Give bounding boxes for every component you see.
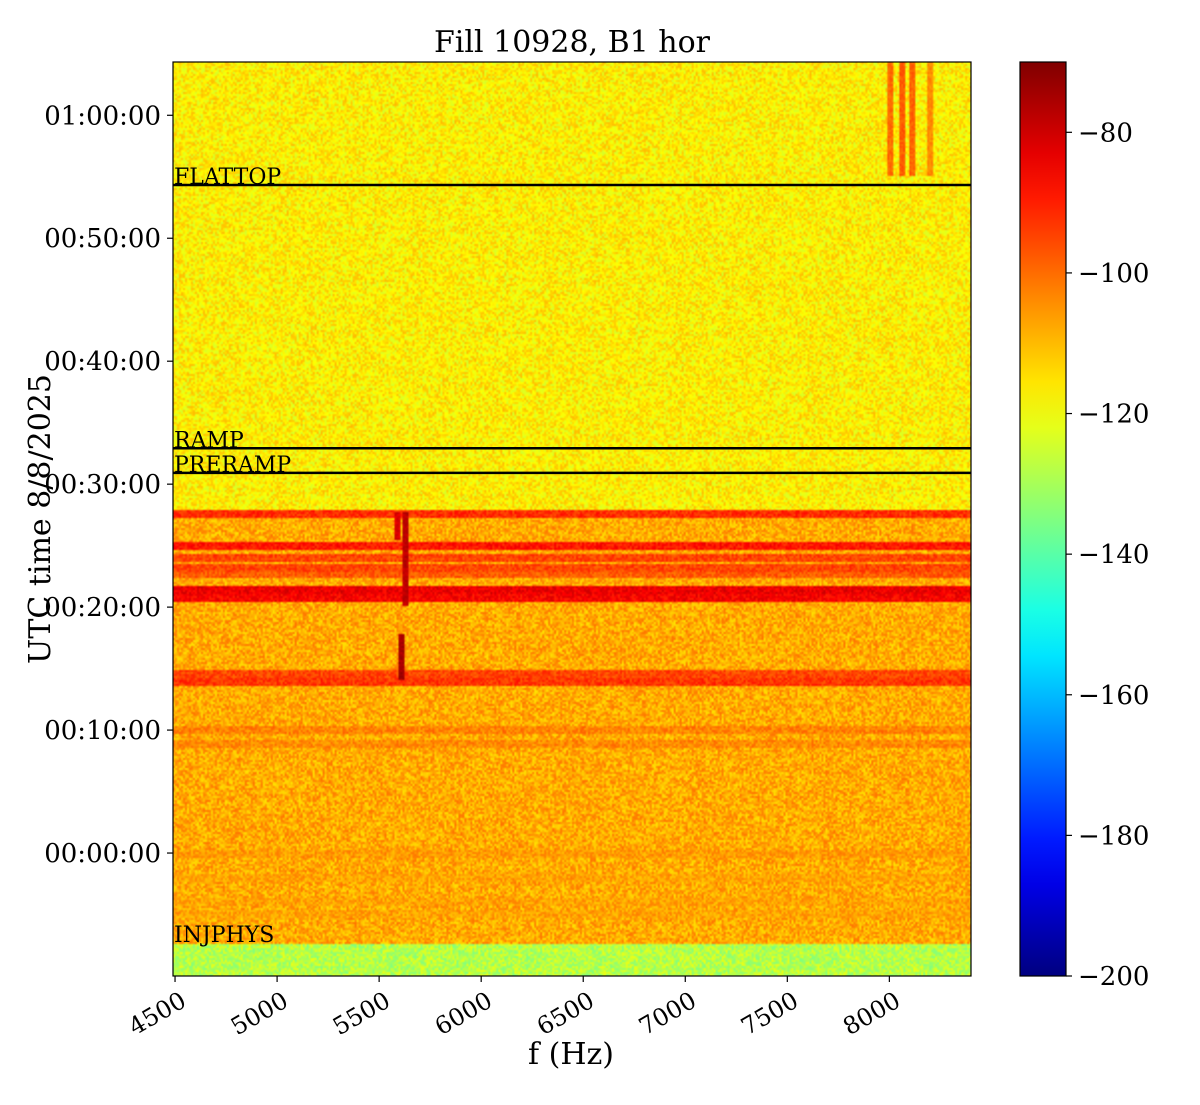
y-tick-label: 00:00:00: [44, 839, 161, 869]
colorbar-tick-label: −80: [1078, 118, 1133, 148]
y-tick-label: 00:20:00: [44, 593, 161, 623]
x-tick-label: 6000: [430, 986, 497, 1041]
marker-label: PRERAMP: [174, 453, 291, 478]
x-tick-label: 4500: [124, 986, 191, 1041]
colorbar-ticks: −80 −100 −120 −140 −160 −180 −200: [1066, 118, 1149, 992]
x-tick-label: 6500: [532, 986, 599, 1041]
colorbar-tick-label: −180: [1078, 821, 1149, 851]
y-axis-label: UTC time 8/8/2025: [23, 374, 58, 664]
colorbar-frame: [1019, 61, 1067, 977]
plot-frame: [172, 61, 972, 977]
x-axis: 4500 5000 5500 6000 6500 7000 7500 8000: [124, 976, 905, 1041]
y-tick-label: 00:50:00: [44, 224, 161, 254]
colorbar-tick-label: −100: [1078, 259, 1149, 289]
y-tick-label: 00:30:00: [44, 470, 161, 500]
colorbar: −80 −100 −120 −140 −160 −180 −200: [1019, 61, 1149, 992]
x-tick-label: 8000: [838, 986, 905, 1041]
x-tick-label: 7000: [634, 986, 701, 1041]
colorbar-tick-label: −140: [1078, 540, 1149, 570]
heatmap-image: [173, 62, 971, 976]
x-tick-label: 5000: [226, 986, 293, 1041]
x-axis-label: f (Hz): [528, 1037, 614, 1072]
colorbar-tick-label: −160: [1078, 681, 1149, 711]
y-tick-label: 01:00:00: [44, 101, 161, 131]
y-tick-label: 00:10:00: [44, 716, 161, 746]
chart-title: Fill 10928, B1 hor: [434, 25, 711, 60]
y-tick-label: 00:40:00: [44, 347, 161, 377]
colorbar-tick-label: −200: [1078, 962, 1149, 992]
colorbar-gradient: [1020, 62, 1066, 976]
marker-label: RAMP: [174, 428, 244, 453]
marker-label: FLATTOP: [174, 165, 281, 190]
x-tick-label: 5500: [328, 986, 395, 1041]
x-tick-label: 7500: [736, 986, 803, 1041]
colorbar-tick-label: −120: [1078, 400, 1149, 430]
marker-label: INJPHYS: [174, 923, 274, 948]
y-axis: 00:00:00 00:10:00 00:20:00 00:30:00 00:40:00…: [44, 101, 173, 869]
